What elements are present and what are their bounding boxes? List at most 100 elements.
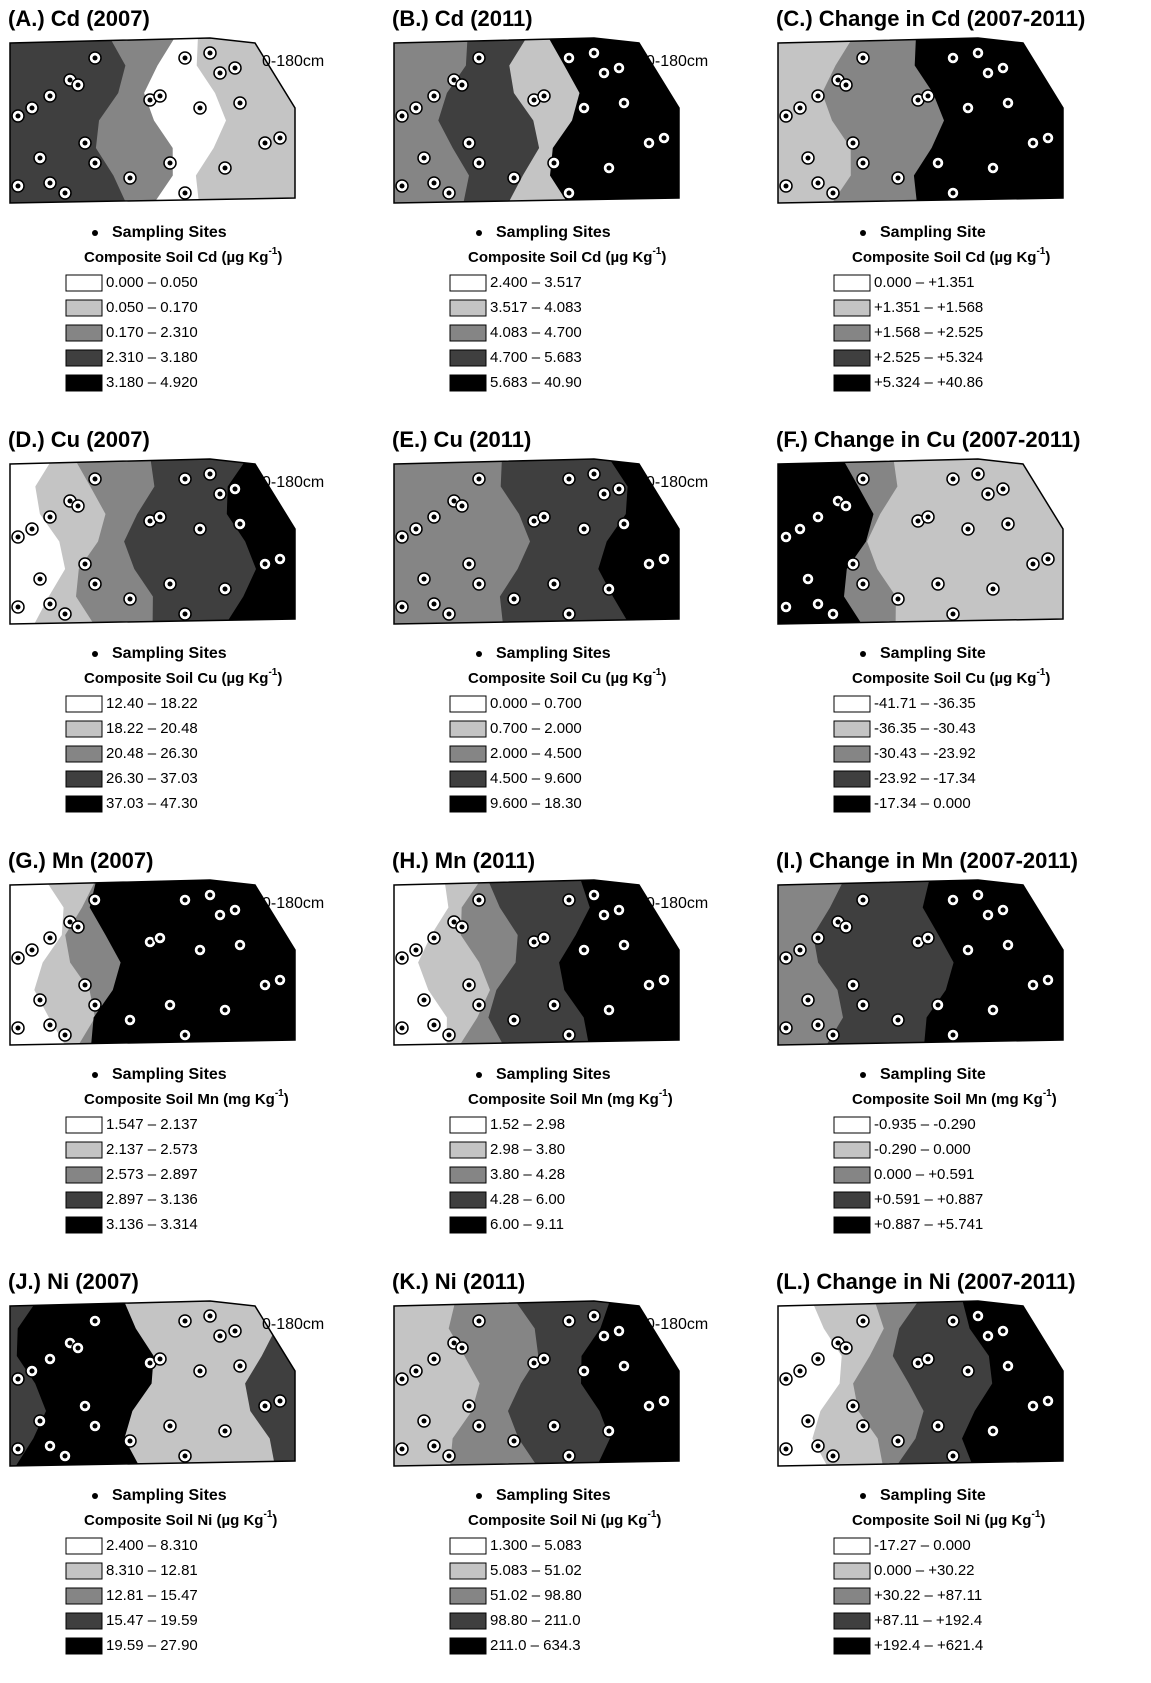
site-dot (783, 1446, 789, 1452)
site-dot (15, 604, 21, 610)
site-dot (815, 514, 821, 520)
site-dot (476, 581, 482, 587)
site-dot (476, 160, 482, 166)
site-dot (950, 1318, 956, 1324)
site-dot (29, 1368, 35, 1374)
site-dot (399, 1025, 405, 1031)
site-dot (783, 113, 789, 119)
panel-title: (C.) Change in Cd (2007-2011) (776, 6, 1085, 31)
site-dot (835, 498, 841, 504)
map-fill (10, 1301, 295, 1466)
site-dot (783, 183, 789, 189)
legend-swatch (449, 695, 487, 713)
site-dot (581, 1368, 587, 1374)
legend-swatch (65, 274, 103, 292)
site-dot (451, 1340, 457, 1346)
map-outline (777, 37, 1064, 204)
legend-unit-sup: -1 (268, 246, 277, 257)
site-dot (92, 581, 98, 587)
legend-sites: Sampling Sites (496, 1066, 611, 1083)
site-dot (661, 135, 667, 141)
legend-class: +0.591 – +0.887 (874, 1191, 983, 1208)
legend-title-close: ) (284, 1091, 289, 1108)
legend-swatch (833, 1637, 871, 1655)
map-outline (9, 458, 296, 625)
site-dot (985, 1333, 991, 1339)
legend-class: 4.500 – 9.600 (490, 770, 582, 787)
legend-class: -23.92 – -17.34 (874, 770, 976, 787)
site-dot (37, 997, 43, 1003)
site-dot (459, 1345, 465, 1351)
legend-title-close: ) (1045, 249, 1050, 266)
map-zone (548, 38, 679, 203)
legend-title: Composite Soil Mn (mg Kg-1) (468, 1088, 673, 1108)
depth-label: 0-180cm (262, 1316, 324, 1333)
depth-label: 0-180cm (262, 474, 324, 491)
legend-sites: Sampling Sites (112, 224, 227, 241)
panel: (D.) Cu (2007) 0-180cm Sampling Sites Compo… (8, 427, 324, 813)
site-dot (797, 1368, 803, 1374)
site-dot (451, 498, 457, 504)
legend-title: Composite Soil Ni (µg Kg-1) (852, 1509, 1045, 1529)
site-dot (925, 1356, 931, 1362)
site-dot (895, 1017, 901, 1023)
site-dot (985, 912, 991, 918)
site-dot (182, 611, 188, 617)
legend-title-text: Composite Soil Cu (µg Kg (468, 670, 652, 687)
legend-class: 5.083 – 51.02 (490, 1562, 582, 1579)
legend-site-symbol (860, 651, 866, 657)
site-dot (1045, 977, 1051, 983)
site-dot (843, 924, 849, 930)
site-dot (217, 70, 223, 76)
site-dot (950, 1032, 956, 1038)
map-outline (393, 37, 680, 204)
site-dot (965, 105, 971, 111)
panel: (B.) Cd (2011) 0-180cm Sampling Sites Compo… (392, 6, 708, 392)
site-dot (950, 476, 956, 482)
legend-class: 5.683 – 40.90 (490, 374, 582, 391)
site-dot (805, 155, 811, 161)
site-dot (860, 476, 866, 482)
site-dot (990, 586, 996, 592)
site-dot (413, 1368, 419, 1374)
site-dot (935, 581, 941, 587)
site-dot (147, 1360, 153, 1366)
legend-site-symbol (92, 1072, 98, 1078)
legend-class: 2.897 – 3.136 (106, 1191, 198, 1208)
legend-class: +87.11 – +192.4 (874, 1612, 982, 1629)
site-dot (476, 897, 482, 903)
site-dot (476, 55, 482, 61)
map-outline (777, 1300, 1064, 1467)
site-dot (399, 183, 405, 189)
site-dot (62, 1453, 68, 1459)
site-dot (581, 105, 587, 111)
site-dot (237, 521, 243, 527)
legend-site-symbol (92, 1493, 98, 1499)
legend-title-close: ) (668, 1091, 673, 1108)
site-dot (399, 113, 405, 119)
site-dot (222, 165, 228, 171)
site-dot (82, 1403, 88, 1409)
site-dot (167, 1002, 173, 1008)
site-dot (399, 1446, 405, 1452)
site-dot (950, 1453, 956, 1459)
legend-class: 0.000 – +30.22 (874, 1562, 975, 1579)
legend-site-symbol (92, 651, 98, 657)
panel: (I.) Change in Mn (2007-2011) Sampling Si… (776, 848, 1078, 1234)
site-dot (606, 1428, 612, 1434)
legend-class: +192.4 – +621.4 (874, 1637, 983, 1654)
map-fill (10, 880, 295, 1045)
site-dot (601, 1333, 607, 1339)
site-dot (621, 1363, 627, 1369)
legend-swatch (65, 1537, 103, 1555)
legend-title: Composite Soil Mn (mg Kg-1) (852, 1088, 1057, 1108)
map (393, 879, 680, 1046)
legend-swatch (449, 770, 487, 788)
legend-sites: Sampling Sites (112, 645, 227, 662)
site-dot (1030, 561, 1036, 567)
site-dot (92, 160, 98, 166)
legend-title: Composite Soil Ni (µg Kg-1) (468, 1509, 661, 1529)
site-dot (616, 907, 622, 913)
map (777, 37, 1064, 204)
legend-title-text: Composite Soil Ni (µg Kg (84, 1512, 263, 1529)
